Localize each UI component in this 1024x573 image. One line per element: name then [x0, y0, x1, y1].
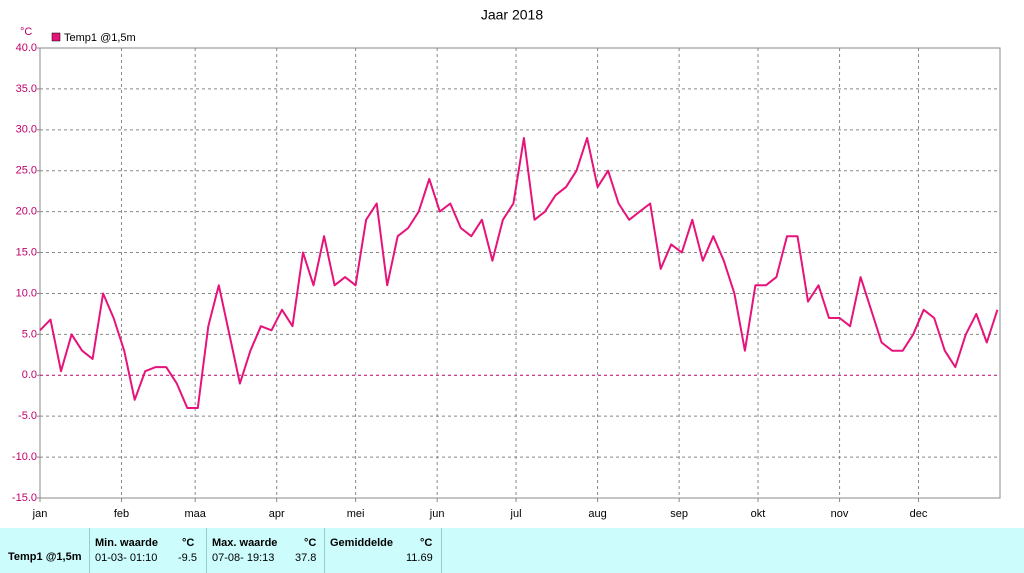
plot-area: [39, 47, 1001, 499]
y-tick-label: -15.0: [12, 492, 37, 504]
header: Gemiddelde: [330, 537, 393, 549]
value: 37.8: [295, 552, 317, 564]
data-line: [39, 137, 999, 409]
x-tick-label: nov: [831, 508, 849, 520]
header: Max. waarde: [212, 537, 278, 549]
stats-panel: Temp1 @1,5m Min. waarde °C 01-03- 01:10 …: [0, 528, 1024, 573]
chart-title: Jaar 2018: [481, 7, 543, 23]
y-tick-label: 5.0: [22, 328, 37, 340]
unit: °C: [420, 537, 433, 549]
x-tick-label: mei: [347, 508, 365, 520]
x-tick-label: jul: [510, 508, 522, 520]
y-tick-label: 10.0: [16, 287, 37, 299]
x-tick-label: feb: [114, 508, 129, 520]
value: 11.69: [406, 552, 433, 564]
row-label: Temp1 @1,5m: [8, 551, 82, 563]
unit: °C: [304, 537, 317, 549]
x-tick-label: dec: [910, 508, 928, 520]
separator: [441, 528, 442, 573]
y-tick-label: 15.0: [16, 246, 37, 258]
x-tick-label: sep: [670, 508, 688, 520]
y-tick-label: 30.0: [16, 124, 37, 136]
separator: [324, 528, 325, 573]
y-tick-label: 35.0: [16, 83, 37, 95]
separator: [89, 528, 90, 573]
separator: [206, 528, 207, 573]
x-tick-label: aug: [588, 508, 606, 520]
date: 07-08- 19:13: [212, 552, 275, 564]
y-tick-label: 20.0: [16, 206, 37, 218]
value: -9.5: [178, 552, 197, 564]
y-tick-label: 40.0: [16, 42, 37, 54]
x-tick-label: okt: [751, 508, 766, 520]
y-tick-label: -10.0: [12, 451, 37, 463]
legend-label: Temp1 @1,5m: [64, 32, 136, 44]
y-tick-label: 0.0: [22, 369, 37, 381]
y-tick-label: 25.0: [16, 165, 37, 177]
chart: Jaar 2018 °C Temp1 @1,5m -15.0 -10.0 -5.0 0…: [12, 7, 1001, 520]
x-tick-label: maa: [184, 508, 206, 520]
x-tick-label: jun: [429, 508, 445, 520]
x-tick-label: jan: [32, 508, 48, 520]
legend-swatch: [51, 32, 61, 42]
x-tick-label: apr: [269, 508, 285, 520]
header: Min. waarde: [95, 537, 158, 549]
y-unit: °C: [20, 26, 32, 38]
date: 01-03- 01:10: [95, 552, 158, 564]
unit: °C: [182, 537, 195, 549]
y-tick-label: -5.0: [18, 410, 37, 422]
